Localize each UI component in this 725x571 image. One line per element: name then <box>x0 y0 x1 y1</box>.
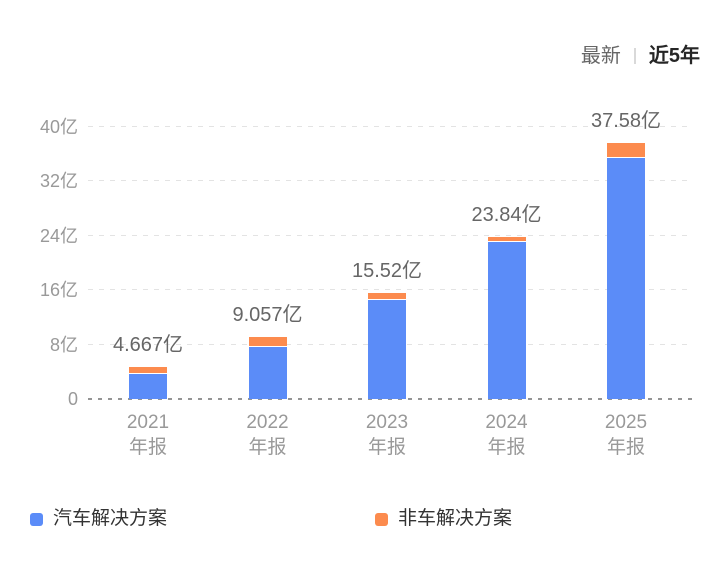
legend-swatch-icon <box>30 512 43 526</box>
x-label-year: 2025 <box>604 412 648 433</box>
x-axis-category-label: 2023 年报 <box>317 410 457 460</box>
tab-last-5-years[interactable]: 近5年 <box>648 45 700 67</box>
bar-total-label: 37.58亿 <box>590 110 662 133</box>
time-range-tabs: 最新 近5年 <box>581 44 700 68</box>
bar-total-label: 23.84亿 <box>471 203 542 226</box>
x-axis-category-label: 2021 年报 <box>78 410 218 460</box>
bar-segment-2025年报-非车解决方案[interactable] <box>607 143 645 159</box>
y-axis-tick-label: 0 <box>67 389 78 409</box>
tab-separator <box>633 48 636 64</box>
bar-segment-2021年报-汽车解决方案[interactable] <box>129 373 167 399</box>
y-axis-tick-label: 8亿 <box>49 334 78 355</box>
bar-segment-2023年报-非车解决方案[interactable] <box>368 293 406 300</box>
bar-segment-2024年报-非车解决方案[interactable] <box>487 236 526 242</box>
bar-total-label: 4.667亿 <box>112 334 184 357</box>
x-axis-category-label: 2022 年报 <box>198 410 338 460</box>
gridline <box>88 234 692 237</box>
bar-segment-2022年报-非车解决方案[interactable] <box>248 337 287 347</box>
bar-segment-2024年报-汽车解决方案[interactable] <box>487 241 526 399</box>
bar-segment-2021年报-非车解决方案[interactable] <box>129 367 167 374</box>
gridline <box>88 126 692 128</box>
x-label-report-type: 年报 <box>487 437 526 458</box>
x-label-report-type: 年报 <box>367 437 406 458</box>
gridline <box>88 180 692 183</box>
x-label-year: 2021 <box>126 412 170 433</box>
legend-item-非车解决方案[interactable]: 非车解决方案 <box>375 508 512 530</box>
bar-total-label: 15.52亿 <box>351 260 423 283</box>
x-label-report-type: 年报 <box>128 437 167 458</box>
bar-segment-2023年报-汽车解决方案[interactable] <box>368 299 406 399</box>
x-axis-category-label: 2024 年报 <box>437 410 577 460</box>
x-axis-category-label: 2025 年报 <box>556 410 696 460</box>
gridline <box>88 289 692 292</box>
legend-label: 非车解决方案 <box>398 508 513 529</box>
legend-label: 汽车解决方案 <box>53 508 168 529</box>
bar-segment-2022年报-汽车解决方案[interactable] <box>248 346 287 399</box>
tab-latest[interactable]: 最新 <box>580 45 621 67</box>
y-axis-tick-label: 40亿 <box>39 117 78 137</box>
x-label-report-type: 年报 <box>248 437 287 458</box>
y-axis-tick-label: 24亿 <box>39 225 78 246</box>
bar-segment-2025年报-汽车解决方案[interactable] <box>607 158 645 399</box>
legend-swatch-icon <box>375 512 388 526</box>
x-label-year: 2022 <box>246 412 289 433</box>
x-label-year: 2024 <box>485 412 528 433</box>
legend-item-汽车解决方案[interactable]: 汽车解决方案 <box>30 508 167 530</box>
y-axis-tick-label: 16亿 <box>39 280 78 301</box>
x-label-year: 2023 <box>365 412 409 433</box>
bar-total-label: 9.057亿 <box>232 304 303 327</box>
axis-baseline <box>88 398 692 400</box>
x-label-report-type: 年报 <box>606 437 645 458</box>
y-axis-tick-label: 32亿 <box>39 171 78 192</box>
